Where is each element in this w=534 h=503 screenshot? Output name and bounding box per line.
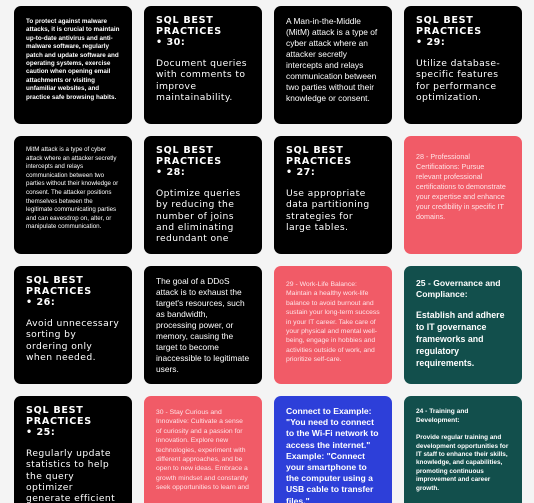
post-sql-best-practices-26[interactable]: SQL BEST PRACTICES • 26: Avoid unnecessa… [14,266,132,384]
post-title: SQL BEST PRACTICES [26,405,92,427]
post-text: 29 - Work-Life Balance: Maintain a healt… [286,281,380,364]
post-professional-certifications[interactable]: 28 - Professional Certifications: Pursue… [404,136,522,254]
post-mitm-definition[interactable]: A Man-in-the-Middle (MitM) attack is a t… [274,6,392,124]
post-text: Regularly update statistics to help the … [26,448,116,503]
post-sql-best-practices-30[interactable]: SQL BEST PRACTICES • 30: Document querie… [144,6,262,124]
post-title: SQL BEST PRACTICES [416,15,482,37]
post-text: The goal of a DDoS attack is to exhaust … [156,276,250,374]
post-training-development[interactable]: 24 - Training and Development: Provide r… [404,396,522,503]
post-text: Establish and adhere to IT governance fr… [416,310,505,368]
post-number: • 28: [156,167,186,179]
post-text: Use appropriate data partitioning strate… [286,188,370,234]
post-connect-to-example[interactable]: Connect to Example: "You need to connect… [274,396,392,503]
post-text: 30 - Stay Curious and Innovative: Cultiv… [156,409,249,492]
post-malware-protection[interactable]: To protect against malware attacks, it i… [14,6,132,124]
post-mitm-attack[interactable]: MitM attack is a type of cyber attack wh… [14,136,132,254]
post-number: • 29: [416,37,446,49]
post-ddos-goal[interactable]: The goal of a DDoS attack is to exhaust … [144,266,262,384]
post-work-life-balance[interactable]: 29 - Work-Life Balance: Maintain a healt… [274,266,392,384]
post-title: 25 - Governance and Compliance: [416,278,501,299]
post-text: Provide regular training and development… [416,434,509,492]
post-text: Utilize database-specific features for p… [416,58,501,104]
post-title: SQL BEST PRACTICES [26,275,92,297]
post-stay-curious[interactable]: 30 - Stay Curious and Innovative: Cultiv… [144,396,262,503]
post-text: A Man-in-the-Middle (MitM) attack is a t… [286,16,378,103]
post-title: SQL BEST PRACTICES [156,15,222,37]
post-text: Optimize queries by reducing the number … [156,188,241,245]
post-grid: To protect against malware attacks, it i… [14,6,522,503]
post-sql-best-practices-25[interactable]: SQL BEST PRACTICES • 25: Regularly updat… [14,396,132,503]
post-text: Connect to Example: "You need to connect… [286,406,379,503]
post-text: To protect against malware attacks, it i… [26,18,120,101]
post-sql-best-practices-29[interactable]: SQL BEST PRACTICES • 29: Utilize databas… [404,6,522,124]
post-number: • 30: [156,37,186,49]
post-governance-compliance[interactable]: 25 - Governance and Compliance: Establis… [404,266,522,384]
post-text: Avoid unnecessary sorting by ordering on… [26,318,120,364]
post-text: 28 - Professional Certifications: Pursue… [416,152,506,221]
post-number: • 27: [286,167,316,179]
post-sql-best-practices-27[interactable]: SQL BEST PRACTICES • 27: Use appropriate… [274,136,392,254]
post-text: MitM attack is a type of cyber attack wh… [26,146,119,231]
post-number: • 26: [26,297,56,309]
post-title: 24 - Training and Development: [416,408,469,424]
post-sql-best-practices-28[interactable]: SQL BEST PRACTICES • 28: Optimize querie… [144,136,262,254]
post-number: • 25: [26,427,56,439]
post-title: SQL BEST PRACTICES [286,145,352,167]
post-text: Document queries with comments to improv… [156,58,247,104]
post-title: SQL BEST PRACTICES [156,145,222,167]
